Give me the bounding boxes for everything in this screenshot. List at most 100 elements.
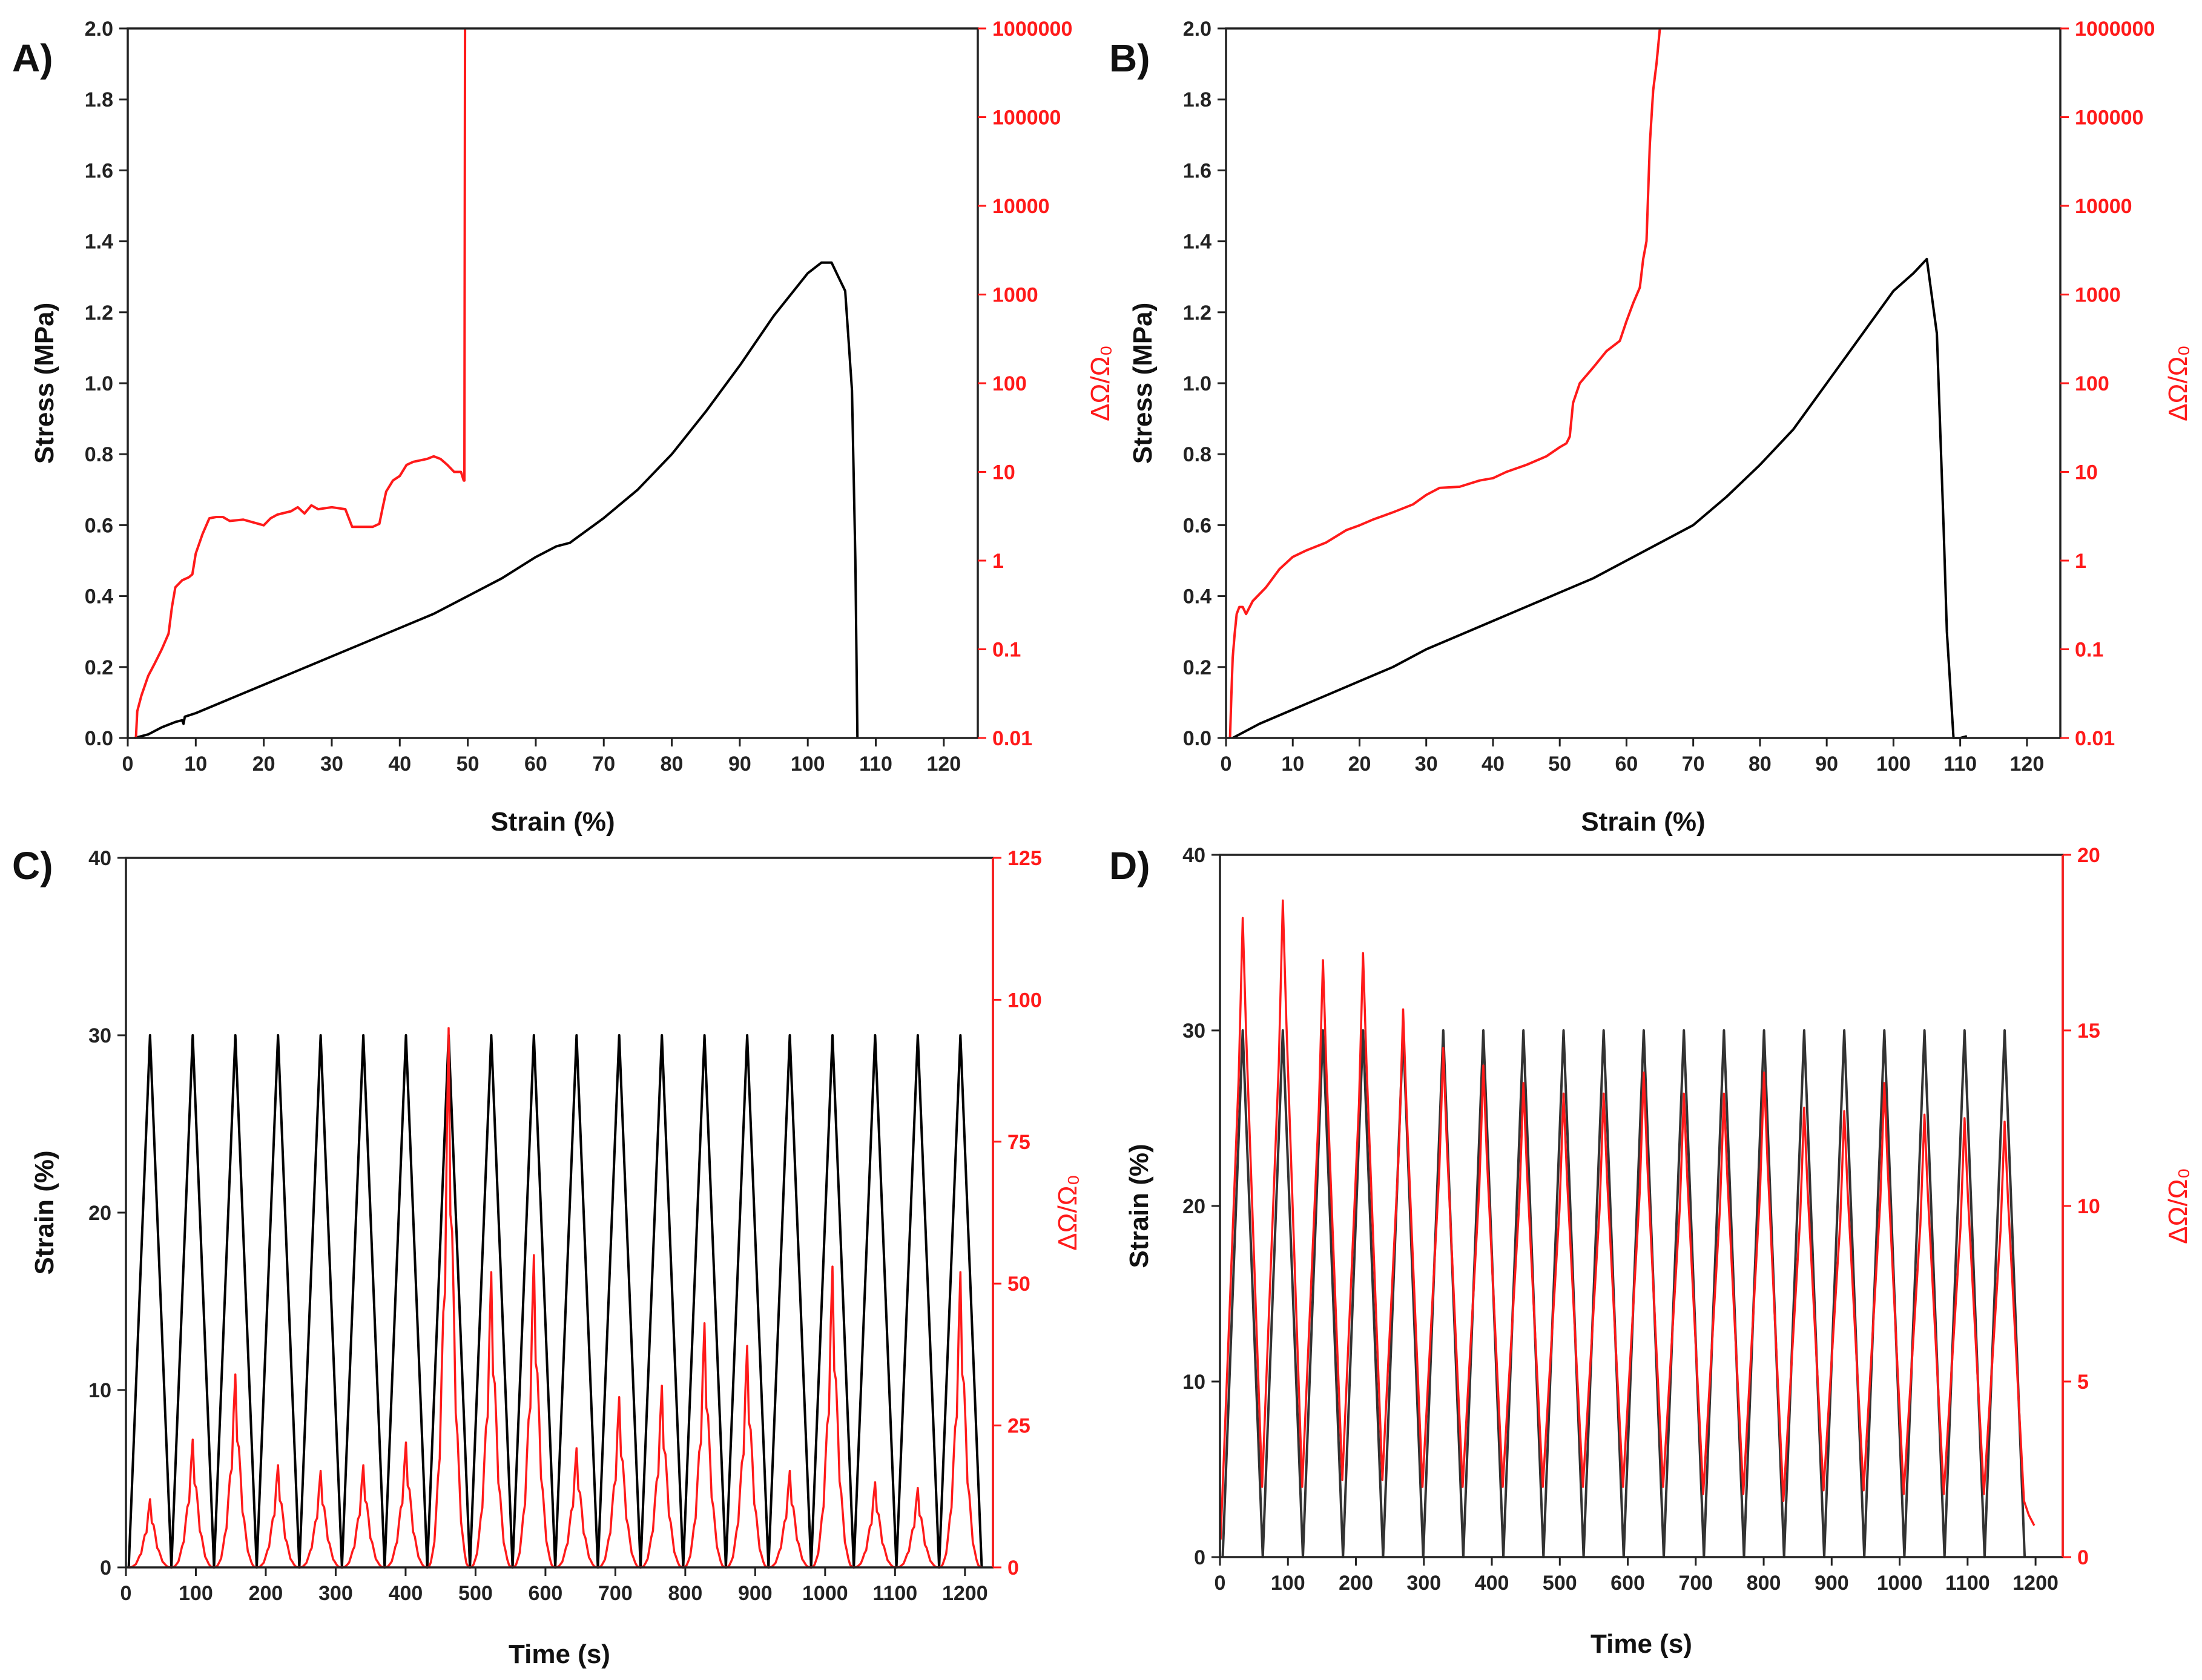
x-tick-label: 0 bbox=[122, 753, 134, 776]
x-tick-label: 1200 bbox=[942, 1582, 988, 1605]
y2-tick-label: 100 bbox=[1007, 989, 1042, 1012]
y2-tick-label: 10 bbox=[992, 461, 1015, 484]
panel-c-chart: C) 0 100 200 300 400 500 600 700 800 900 1000 1100 1… bbox=[12, 844, 1083, 1669]
x-tick-label: 30 bbox=[1415, 753, 1438, 776]
x-tick-label: 1100 bbox=[1945, 1572, 1990, 1595]
x-tick-label: 90 bbox=[1815, 753, 1838, 776]
y2-tick-label: 100 bbox=[992, 372, 1027, 395]
x-tick-label: 60 bbox=[524, 753, 547, 776]
y-tick-label: 0.2 bbox=[85, 656, 113, 679]
y2-tick-label: 10 bbox=[2077, 1195, 2100, 1218]
x-tick-label: 10 bbox=[184, 753, 207, 776]
y-tick-label: 1.2 bbox=[1183, 301, 1211, 324]
y2-tick-label: 1 bbox=[2075, 550, 2086, 573]
x-tick-label: 800 bbox=[668, 1582, 703, 1605]
x-tick-label: 0 bbox=[1221, 753, 1232, 776]
y-tick-label: 10 bbox=[88, 1379, 111, 1402]
y2-tick-label: 1000000 bbox=[992, 18, 1072, 41]
y-tick-label: 0.8 bbox=[1183, 443, 1211, 466]
y2-tick-label: 1 bbox=[992, 550, 1004, 573]
y-tick-label: 0.6 bbox=[85, 514, 113, 537]
stress-series-line bbox=[134, 261, 859, 739]
x-tick-label: 10 bbox=[1281, 753, 1304, 776]
x-axis-label: Strain (%) bbox=[1581, 807, 1705, 837]
y-tick-label: 0.8 bbox=[85, 443, 113, 466]
x-tick-label: 1100 bbox=[872, 1582, 917, 1605]
y2-tick-label: 1000 bbox=[992, 284, 1038, 307]
y-tick-label: 30 bbox=[88, 1024, 111, 1047]
y-tick-label: 1.4 bbox=[85, 231, 113, 254]
stress-series-line bbox=[1232, 257, 1968, 739]
x-tick-label: 20 bbox=[1348, 753, 1371, 776]
x-tick-label: 40 bbox=[388, 753, 411, 776]
x-tick-label: 100 bbox=[1876, 753, 1911, 776]
y2-tick-label: 25 bbox=[1007, 1415, 1030, 1438]
x-tick-label: 300 bbox=[318, 1582, 353, 1605]
y-axis-label: Stress (MPa) bbox=[1128, 303, 1158, 464]
y-tick-label: 0.0 bbox=[85, 727, 113, 750]
x-tick-label: 500 bbox=[1543, 1572, 1577, 1595]
x-tick-label: 40 bbox=[1482, 753, 1505, 776]
y2-tick-label: 1000 bbox=[2075, 284, 2121, 307]
x-tick-label: 90 bbox=[728, 753, 751, 776]
x-tick-label: 0 bbox=[1215, 1572, 1226, 1595]
x-tick-label: 30 bbox=[320, 753, 343, 776]
y2-tick-label: 0.1 bbox=[2075, 639, 2103, 662]
x-tick-label: 50 bbox=[457, 753, 480, 776]
panel-d-chart: D) 0 100 200 300 400 500 600 700 800 900 1000 1100 1… bbox=[1109, 844, 2193, 1659]
x-tick-label: 70 bbox=[592, 753, 615, 776]
y-tick-label: 30 bbox=[1182, 1020, 1205, 1043]
y2-tick-label: 1000000 bbox=[2075, 18, 2155, 41]
y2-tick-label: 0.1 bbox=[992, 639, 1021, 662]
y-tick-label: 0.4 bbox=[85, 585, 113, 608]
x-tick-label: 120 bbox=[2010, 753, 2045, 776]
y2-tick-label: 15 bbox=[2077, 1020, 2100, 1043]
x-axis-label: Strain (%) bbox=[490, 807, 615, 837]
y-tick-label: 40 bbox=[88, 847, 111, 870]
y-tick-label: 20 bbox=[1182, 1195, 1205, 1218]
x-tick-label: 120 bbox=[926, 753, 961, 776]
x-tick-label: 400 bbox=[1475, 1572, 1509, 1595]
y-tick-label: 0.4 bbox=[1183, 585, 1211, 608]
panel-label: D) bbox=[1109, 844, 1150, 888]
y2-axis-label: ΔΩ/Ω₀ bbox=[1086, 345, 1115, 421]
x-tick-label: 1200 bbox=[2012, 1572, 2059, 1595]
resistance-series-line bbox=[1219, 899, 2036, 1540]
y-tick-label: 2.0 bbox=[85, 18, 113, 41]
x-tick-label: 200 bbox=[249, 1582, 283, 1605]
resistance-series-line bbox=[1228, 28, 1661, 739]
y-tick-label: 1.8 bbox=[1183, 88, 1211, 111]
x-tick-label: 200 bbox=[1339, 1572, 1373, 1595]
x-tick-label: 400 bbox=[389, 1582, 423, 1605]
y-tick-label: 0.6 bbox=[1183, 514, 1211, 537]
x-tick-label: 600 bbox=[1610, 1572, 1645, 1595]
y-tick-label: 1.2 bbox=[85, 301, 113, 324]
panel-a-chart: A) 0 10 20 30 40 50 60 70 80 90 100 110 1200.00.20.4… bbox=[12, 18, 1115, 837]
y-tick-label: 1.8 bbox=[85, 88, 113, 111]
y-tick-label: 1.6 bbox=[1183, 159, 1211, 182]
y2-tick-label: 100 bbox=[2075, 372, 2109, 395]
y-tick-label: 0.0 bbox=[1183, 727, 1211, 750]
x-tick-label: 700 bbox=[598, 1582, 633, 1605]
x-tick-label: 20 bbox=[252, 753, 275, 776]
resistance-series-line bbox=[134, 28, 467, 739]
y-tick-label: 10 bbox=[1182, 1371, 1205, 1394]
y2-tick-label: 0.01 bbox=[992, 727, 1032, 750]
x-tick-label: 70 bbox=[1682, 753, 1705, 776]
y-tick-label: 1.6 bbox=[85, 159, 113, 182]
y2-tick-label: 0 bbox=[1007, 1556, 1019, 1580]
x-tick-label: 0 bbox=[120, 1582, 132, 1605]
x-tick-label: 1000 bbox=[1877, 1572, 1923, 1595]
y2-tick-label: 50 bbox=[1007, 1273, 1030, 1296]
y-tick-label: 1.0 bbox=[1183, 372, 1211, 395]
y2-tick-label: 100000 bbox=[2075, 107, 2143, 130]
x-tick-label: 500 bbox=[458, 1582, 493, 1605]
x-tick-label: 900 bbox=[1815, 1572, 1849, 1595]
x-tick-label: 110 bbox=[1943, 753, 1977, 776]
x-tick-label: 300 bbox=[1406, 1572, 1441, 1595]
x-tick-label: 1000 bbox=[802, 1582, 848, 1605]
x-tick-label: 100 bbox=[179, 1582, 213, 1605]
y-tick-label: 2.0 bbox=[1183, 18, 1211, 41]
y2-tick-label: 10000 bbox=[2075, 195, 2132, 218]
